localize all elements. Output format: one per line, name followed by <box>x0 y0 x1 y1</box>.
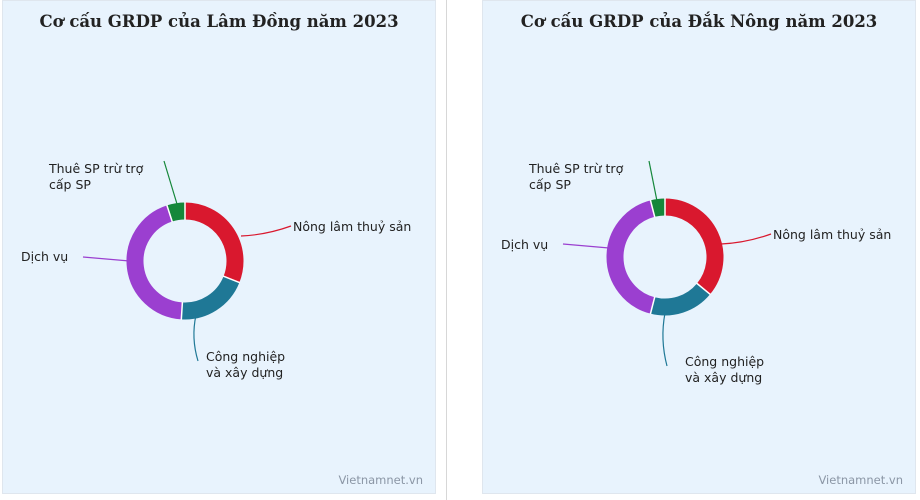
slice-label-3: Dịch vụ <box>21 249 68 264</box>
leader-line-2 <box>193 314 199 362</box>
slice-separator <box>696 282 711 296</box>
leader-line-1 <box>720 233 772 245</box>
slice-separator <box>222 275 241 284</box>
panel-divider <box>446 0 447 500</box>
slice-separator <box>166 204 174 223</box>
donut-slice-2[interactable] <box>650 283 711 316</box>
source-credit: Vietnamnet.vn <box>338 473 423 487</box>
donut-slice-4[interactable] <box>650 198 666 217</box>
leader-line-1 <box>240 225 292 237</box>
slice-separator <box>180 301 184 320</box>
slice-separator <box>649 199 656 218</box>
donut-slice-3[interactable] <box>126 205 183 320</box>
donut-chart: Nông lâm thuỷ sản Công nghiệp và xây dựng D… <box>21 160 411 380</box>
slice-label-2: Công nghiệp và xây dựng <box>206 349 285 380</box>
leader-line-3 <box>562 243 610 249</box>
donut-chart: Nông lâm thuỷ sản Công nghiệp và xây dựng D… <box>501 160 891 385</box>
leader-line-3 <box>82 256 130 262</box>
donut-slice-1[interactable] <box>664 198 724 295</box>
slice-label-1: Nông lâm thuỷ sản <box>773 227 891 242</box>
slice-label-4: Thuê SP trừ trợ cấp SP <box>48 161 144 192</box>
chart-title: Cơ cấu GRDP của Đắk Nông năm 2023 <box>520 12 878 31</box>
slice-label-4: Thuê SP trừ trợ cấp SP <box>528 161 624 192</box>
slice-label-2: Công nghiệp và xây dựng <box>685 354 764 385</box>
slice-label-1: Nông lâm thuỷ sản <box>293 219 411 234</box>
donut-slice-2[interactable] <box>181 275 240 320</box>
slice-separator <box>649 296 656 315</box>
leader-line-2 <box>662 312 668 367</box>
chart-panel-lam-dong: Cơ cấu GRDP của Lâm Đồng năm 2023 Nông l… <box>2 0 436 494</box>
source-credit: Vietnamnet.vn <box>818 473 903 487</box>
donut-slice-4[interactable] <box>166 202 186 222</box>
donut-slice-3[interactable] <box>606 200 656 314</box>
donut-slice-1[interactable] <box>184 202 244 283</box>
leader-line-4 <box>648 160 658 202</box>
chart-panel-dak-nong: Cơ cấu GRDP của Đắk Nông năm 2023 Nông l… <box>482 0 916 494</box>
leader-line-4 <box>163 160 178 205</box>
slice-label-3: Dịch vụ <box>501 237 548 252</box>
chart-title: Cơ cấu GRDP của Lâm Đồng năm 2023 <box>39 12 399 31</box>
